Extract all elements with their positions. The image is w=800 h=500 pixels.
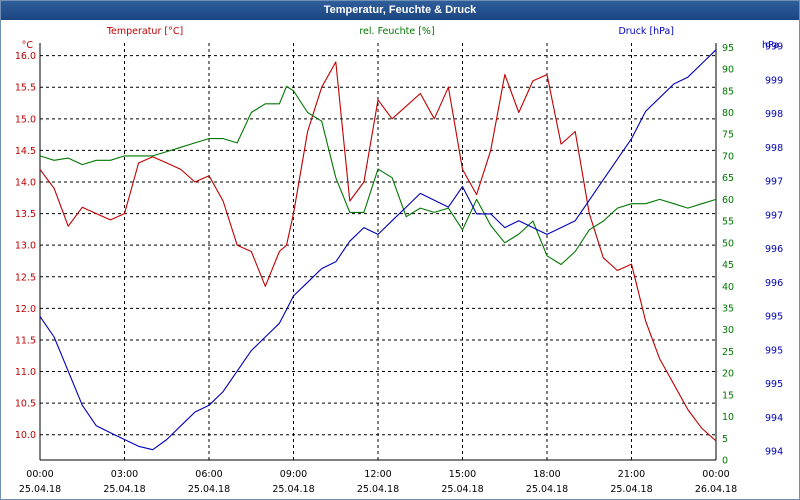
humidity-tick-label: 40 <box>722 282 734 293</box>
pressure-tick-label: 995 <box>765 379 783 390</box>
temperature-tick-label: 15.0 <box>15 114 36 125</box>
temperature-tick-label: 15.5 <box>15 83 36 94</box>
pressure-tick-label: 994 <box>765 447 783 458</box>
grid <box>40 43 716 460</box>
x-tick-time: 06:00 <box>195 469 222 480</box>
pressure-tick-label: 999 <box>765 42 783 53</box>
temperature-tick-label: 12.5 <box>15 272 36 283</box>
pressure-unit: hPa <box>762 40 779 51</box>
humidity-tick-label: 75 <box>722 130 734 141</box>
humidity-tick-label: 90 <box>722 65 734 76</box>
pressure-tick-label: 999 <box>765 75 783 86</box>
axis-labels: Temperatur [°C] rel. Feuchte [%] Druck [… <box>22 26 780 51</box>
humidity-tick-label: 5 <box>722 434 728 445</box>
temperature-axis-label: Temperatur [°C] <box>106 26 183 37</box>
pressure-tick-label: 998 <box>765 109 783 120</box>
x-tick-date: 25.04.18 <box>272 484 314 495</box>
series-lines <box>39 49 717 451</box>
humidity-tick-label: 70 <box>722 151 734 162</box>
humidity-tick-label: 50 <box>722 238 734 249</box>
pressure-tick-label: 995 <box>765 312 783 323</box>
window-title: Temperatur, Feuchte & Druck <box>1 1 799 20</box>
humidity-tick-label: 45 <box>722 260 734 271</box>
x-tick-time: 00:00 <box>26 469 53 480</box>
x-tick-time: 03:00 <box>111 469 138 480</box>
humidity-tick-label: 35 <box>722 303 734 314</box>
humidity-axis-label: rel. Feuchte [%] <box>359 26 434 37</box>
humidity-tick-label: 85 <box>722 86 734 97</box>
temperature-unit: °C <box>22 40 34 51</box>
temperature-tick-label: 16.0 <box>15 51 36 62</box>
humidity-tick-label: 15 <box>722 390 734 401</box>
temperature-tick-label: 13.0 <box>15 241 36 252</box>
plot-area-frame <box>39 43 717 461</box>
x-tick-time: 18:00 <box>533 469 560 480</box>
x-tick-date: 25.04.18 <box>103 484 145 495</box>
pressure-tick-label: 996 <box>765 244 783 255</box>
humidity-tick-label: 20 <box>722 369 734 380</box>
x-tick-date: 25.04.18 <box>188 484 230 495</box>
x-tick-date: 25.04.18 <box>357 484 399 495</box>
temperature-tick-label: 13.5 <box>15 209 36 220</box>
humidity-tick-label: 0 <box>722 456 728 467</box>
pressure-tick-label: 996 <box>765 278 783 289</box>
pressure-axis-label: Druck [hPa] <box>618 26 674 37</box>
humidity-tick-label: 60 <box>722 195 734 206</box>
temperature-tick-label: 14.0 <box>15 178 36 189</box>
x-tick-date: 25.04.18 <box>441 484 483 495</box>
temperature-tick-label: 11.0 <box>15 367 36 378</box>
x-tick-time: 12:00 <box>364 469 391 480</box>
temperature-tick-label: 11.5 <box>15 335 36 346</box>
x-tick-date: 25.04.18 <box>610 484 652 495</box>
pressure-series-line <box>39 49 717 451</box>
x-tick-time: 21:00 <box>618 469 645 480</box>
pressure-tick-label: 997 <box>765 177 783 188</box>
x-tick-date: 25.04.18 <box>19 484 61 495</box>
pressure-tick-label: 997 <box>765 210 783 221</box>
pressure-tick-label: 995 <box>765 345 783 356</box>
temperature-tick-label: 10.5 <box>15 399 36 410</box>
x-tick-time: 09:00 <box>280 469 307 480</box>
pressure-tick-label: 994 <box>765 413 783 424</box>
humidity-tick-label: 30 <box>722 325 734 336</box>
humidity-tick-label: 55 <box>722 217 734 228</box>
temperature-series-line <box>39 61 717 442</box>
tick-labels: 00:00 25.04.18 03:00 25.04.18 06:00 25.04.18 0… <box>15 42 783 496</box>
x-tick-time: 00:00 <box>702 469 729 480</box>
x-tick-date: 26.04.18 <box>695 484 737 495</box>
humidity-tick-label: 25 <box>722 347 734 358</box>
x-tick-time: 15:00 <box>449 469 476 480</box>
temperature-tick-label: 10.0 <box>15 430 36 441</box>
humidity-tick-label: 10 <box>722 412 734 423</box>
humidity-series-line <box>39 85 717 266</box>
temperature-tick-label: 14.5 <box>15 146 36 157</box>
pressure-tick-label: 998 <box>765 143 783 154</box>
temperature-tick-label: 12.0 <box>15 304 36 315</box>
x-tick-date: 25.04.18 <box>526 484 568 495</box>
humidity-tick-label: 95 <box>722 43 734 54</box>
humidity-tick-label: 80 <box>722 108 734 119</box>
humidity-tick-label: 65 <box>722 173 734 184</box>
